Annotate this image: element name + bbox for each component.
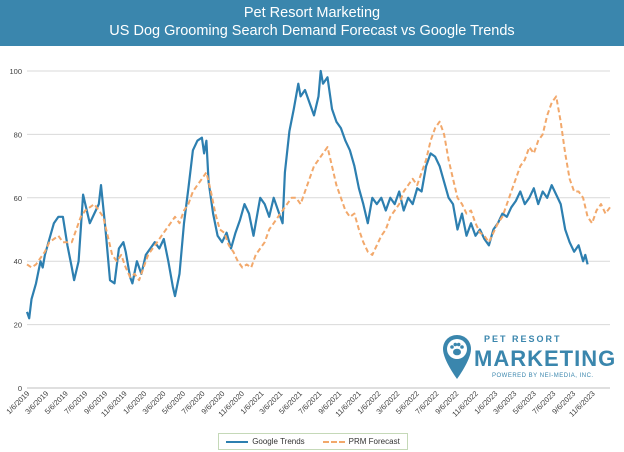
y-tick-label: 100	[9, 67, 22, 76]
chart-legend: Google Trends PRM Forecast	[218, 433, 408, 450]
logo-sub-text: POWERED BY NEI-MEDIA, INC.	[492, 373, 594, 379]
logo-top-text: PET RESORT	[484, 334, 562, 344]
series-line-google-trends	[25, 69, 589, 320]
series-line-prm-forecast	[26, 95, 611, 282]
legend-item-google-trends: Google Trends	[226, 437, 305, 446]
header-subtitle: US Dog Grooming Search Demand Forecast v…	[109, 23, 515, 39]
legend-item-prm-forecast: PRM Forecast	[322, 437, 400, 446]
line-chart: 0204060801001/6/20193/6/20195/6/20197/6/…	[4, 67, 611, 419]
legend-label-google-trends: Google Trends	[252, 437, 305, 446]
y-tick-label: 60	[14, 194, 22, 203]
legend-swatch-prm-forecast	[322, 440, 345, 443]
header-title: Pet Resort Marketing	[243, 5, 381, 21]
logo-main-text: MARKETING	[474, 346, 617, 371]
legend-swatch-google-trends	[226, 440, 249, 443]
chart-header: Pet Resort Marketing US Dog Grooming Sea…	[0, 0, 624, 46]
y-tick-label: 80	[14, 130, 22, 139]
y-tick-label: 0	[18, 384, 22, 393]
paw-pin-icon	[443, 335, 471, 379]
legend-label-prm-forecast: PRM Forecast	[348, 437, 400, 446]
y-tick-label: 40	[14, 257, 22, 266]
pet-resort-marketing-logo: PET RESORT MARKETING POWERED BY NEI-MEDI…	[440, 332, 615, 388]
y-tick-label: 20	[14, 321, 22, 330]
